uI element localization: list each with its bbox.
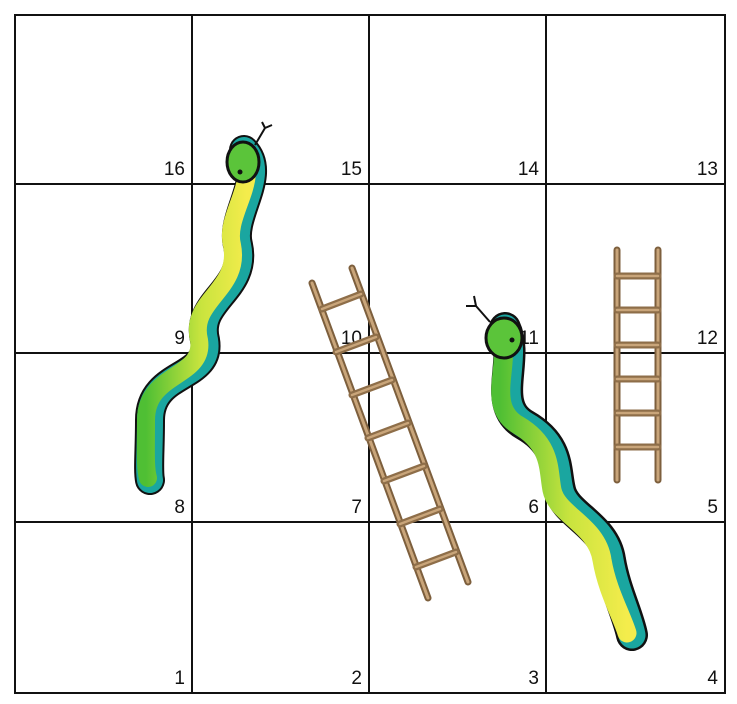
board-cell-1[interactable]: 1	[16, 523, 193, 692]
cell-number: 14	[517, 159, 539, 180]
board-cell-2[interactable]: 2	[193, 523, 370, 692]
board-cell-3[interactable]: 3	[370, 523, 547, 692]
cell-number: 9	[174, 328, 185, 349]
cell-number: 6	[528, 497, 539, 518]
board-cell-16[interactable]: 16	[16, 16, 193, 185]
cell-number: 2	[351, 668, 362, 689]
cell-number: 10	[340, 328, 362, 349]
cell-number: 4	[707, 668, 718, 689]
cell-number: 3	[528, 668, 539, 689]
cell-number: 5	[707, 497, 718, 518]
cell-number: 12	[696, 328, 718, 349]
cell-number: 11	[519, 328, 539, 349]
board-cell-11[interactable]: 11	[370, 185, 547, 354]
cell-number: 15	[340, 159, 362, 180]
board-cell-7[interactable]: 7	[193, 354, 370, 523]
board-cell-12[interactable]: 12	[547, 185, 724, 354]
cell-number: 16	[163, 159, 185, 180]
board-cell-8[interactable]: 8	[16, 354, 193, 523]
board-cell-6[interactable]: 6	[370, 354, 547, 523]
game-board: 16 15 14 13 9 10 11 12 8 7 6 5 1 2 3 4	[14, 14, 726, 694]
cell-number: 7	[351, 497, 362, 518]
cell-number: 13	[696, 159, 718, 180]
board-cell-10[interactable]: 10	[193, 185, 370, 354]
board-cell-14[interactable]: 14	[370, 16, 547, 185]
board-cell-13[interactable]: 13	[547, 16, 724, 185]
board-cell-5[interactable]: 5	[547, 354, 724, 523]
board-cell-4[interactable]: 4	[547, 523, 724, 692]
cell-number: 1	[174, 668, 185, 689]
board-cell-15[interactable]: 15	[193, 16, 370, 185]
cell-number: 8	[174, 497, 185, 518]
board-cell-9[interactable]: 9	[16, 185, 193, 354]
